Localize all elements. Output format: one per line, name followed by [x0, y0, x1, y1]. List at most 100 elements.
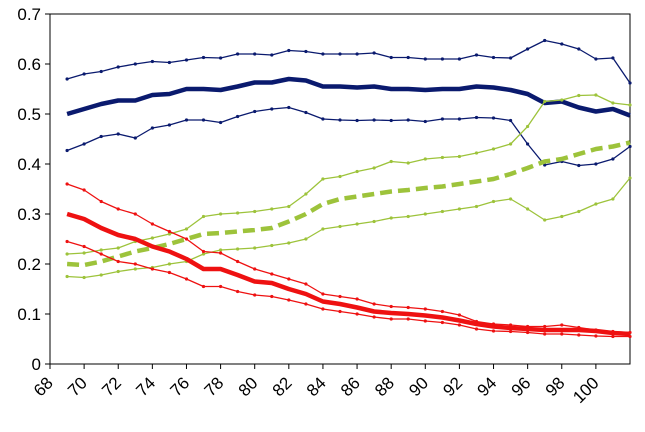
series-9-point: [150, 267, 154, 271]
series-2-point: [406, 55, 410, 60]
series-5-point: [509, 142, 513, 146]
series-6-point: [133, 267, 137, 271]
series-2-point: [287, 48, 291, 53]
series-6-point: [201, 252, 206, 256]
series-3-point: [628, 144, 632, 149]
series-8-point: [150, 222, 154, 226]
series-line-8: [66, 183, 631, 334]
series-6-point: [474, 204, 479, 209]
series-3-point: [355, 118, 359, 123]
series-2-point: [338, 52, 342, 56]
series-9-point: [167, 270, 171, 275]
series-2-point: [82, 72, 86, 76]
series-6-point: [253, 246, 257, 250]
series-layer: [65, 38, 632, 339]
series-9-point: [270, 294, 274, 299]
series-line-1: [66, 76, 631, 118]
series-9-point: [338, 309, 342, 314]
series-6-point: [594, 202, 598, 206]
series-6-point: [219, 248, 223, 252]
series-8-point: [406, 305, 410, 310]
series-8-point: [99, 199, 103, 204]
series-9-point: [509, 329, 513, 334]
series-3-point: [423, 119, 427, 124]
series-6-point: [491, 199, 496, 204]
series-3-point: [82, 142, 86, 146]
series-9-point: [65, 239, 69, 244]
series-2-point: [99, 69, 103, 74]
series-5-point: [611, 101, 615, 105]
series-8-point: [611, 329, 615, 334]
series-8-point: [355, 297, 359, 301]
series-5-point: [201, 214, 206, 219]
series-5-point: [116, 246, 120, 250]
series-6-point: [406, 214, 410, 219]
series-9-point: [423, 319, 427, 323]
series-9-point: [184, 277, 189, 281]
series-5-point: [628, 103, 632, 107]
series-8-point: [543, 324, 547, 329]
series-9-point: [99, 252, 103, 256]
series-3-point: [133, 136, 137, 140]
series-5-point: [150, 236, 154, 240]
series-5-point: [184, 227, 189, 231]
series-2-point: [167, 60, 171, 65]
x-tick-label: 74: [132, 373, 159, 400]
series-6-point: [304, 237, 308, 241]
x-tick-label: 90: [405, 373, 432, 400]
x-tick-label: 70: [64, 373, 91, 400]
series-2-point: [577, 47, 581, 51]
series-line-5: [67, 94, 631, 255]
series-2-point: [423, 57, 427, 61]
series-6-point: [82, 275, 86, 280]
x-tick-label: 100: [569, 373, 602, 406]
series-5-point: [99, 248, 103, 252]
series-8-point: [133, 212, 137, 216]
series-6-point: [611, 197, 615, 201]
series-3-point: [611, 157, 615, 161]
series-9-point: [372, 315, 376, 319]
series-9-point: [526, 330, 530, 335]
series-6-point: [167, 262, 171, 266]
series-8-point: [577, 325, 581, 330]
series-3-point: [253, 109, 257, 114]
series-6-point: [423, 212, 427, 216]
series-line-7: [66, 211, 631, 337]
series-2-point: [219, 56, 223, 60]
series-2-point: [270, 53, 274, 57]
series-2-point: [133, 62, 137, 66]
series-6-point: [236, 247, 240, 251]
x-tick-label: 76: [166, 373, 193, 400]
series-8-point: [628, 330, 632, 335]
series-9-point: [304, 302, 308, 306]
series-9-point: [116, 259, 120, 264]
series-5-point: [219, 212, 223, 216]
series-2-point: [304, 49, 308, 54]
series-9-point: [440, 320, 444, 325]
series-9-point: [560, 332, 564, 336]
series-3-point: [304, 110, 308, 115]
series-2-point: [236, 52, 240, 56]
series-3-point: [116, 132, 120, 136]
series-8-point: [82, 188, 86, 192]
series-5-point: [304, 192, 308, 196]
plot-frame: [49, 13, 631, 365]
x-tick-label: 72: [98, 373, 125, 400]
series-5-point: [253, 209, 257, 214]
series-6-point: [560, 214, 564, 219]
series-9-point: [543, 332, 547, 336]
series-2-point: [474, 53, 479, 57]
x-tick-label: 82: [269, 373, 296, 400]
x-tick-label: 88: [371, 373, 398, 400]
series-5-point: [321, 177, 325, 181]
series-6-point: [287, 241, 291, 245]
series-8-point: [236, 259, 240, 264]
series-2-point: [253, 52, 257, 56]
series-3-point: [440, 117, 444, 121]
series-9-point: [628, 334, 632, 339]
series-8-point: [184, 237, 189, 241]
series-line-9: [66, 240, 630, 338]
series-8-point: [389, 304, 393, 309]
series-3-point: [167, 123, 171, 127]
